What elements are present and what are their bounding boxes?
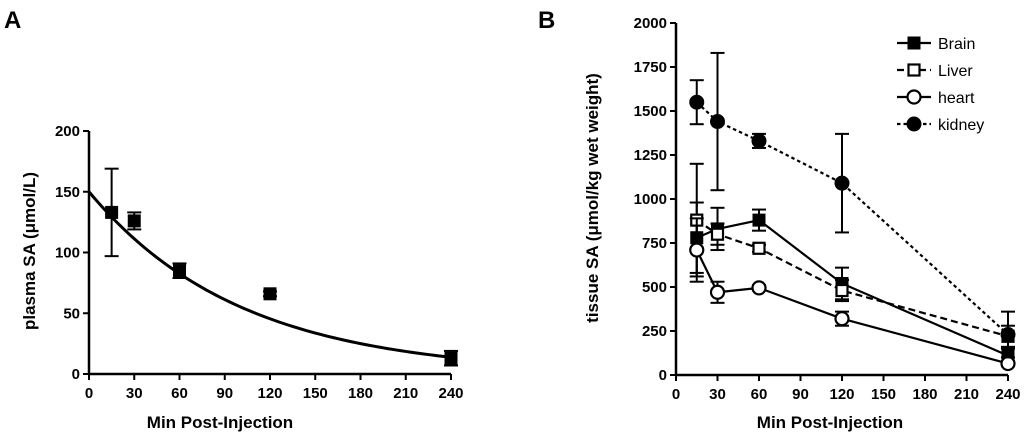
x-tick-label: 240 — [438, 385, 463, 402]
y-tick-label: 200 — [55, 123, 80, 140]
data-point-liver — [752, 241, 766, 255]
data-point-kidney — [710, 114, 725, 130]
x-tick-label: 210 — [954, 386, 979, 403]
data-point-kidney — [1000, 327, 1016, 343]
data-point-kidney — [689, 94, 705, 110]
data-point-plasma-sa — [127, 214, 141, 228]
x-tick-label: 150 — [871, 386, 896, 403]
data-point-kidney — [751, 133, 767, 149]
series-line-liver — [696, 219, 1009, 338]
x-tick-label: 240 — [995, 386, 1020, 403]
y-tick-label: 150 — [55, 184, 80, 201]
x-tick-label: 30 — [709, 386, 726, 403]
legend-label-brain: Brain — [938, 36, 975, 53]
y-tick-label: 2000 — [634, 15, 667, 32]
legend-label-heart: heart — [938, 90, 975, 107]
y-tick-label: 1250 — [634, 147, 667, 164]
panel-b-plot: 0 30 60 90 120 150 180 210 240 0 250 500 750 1000 1250… — [634, 15, 1021, 403]
data-point-plasma-sa — [105, 205, 119, 219]
panel-b-x-title: Min Post-Injection — [757, 413, 903, 432]
data-point-liver — [710, 227, 725, 241]
legend-marker-kidney — [906, 116, 922, 132]
x-tick-label: 210 — [393, 385, 418, 402]
data-point-brain — [752, 213, 766, 227]
series-line-heart — [695, 249, 1009, 365]
data-point-heart — [834, 311, 850, 327]
y-tick-label: 1750 — [634, 59, 667, 76]
y-tick-label: 500 — [642, 279, 667, 296]
data-point-heart — [751, 280, 767, 296]
y-tick-label: 100 — [55, 245, 80, 262]
legend-marker-brain — [907, 36, 921, 50]
data-point-plasma-sa — [173, 264, 186, 278]
panel-a-y-title: plasma SA (μmol/L) — [20, 172, 39, 330]
data-point-plasma-sa — [263, 287, 277, 301]
x-tick-label: 0 — [85, 385, 93, 402]
x-tick-label: 180 — [348, 385, 373, 402]
x-tick-label: 150 — [303, 385, 328, 402]
x-tick-label: 0 — [672, 386, 680, 403]
x-tick-label: 60 — [171, 385, 188, 402]
y-tick-label: 750 — [642, 235, 667, 252]
legend-label-liver: Liver — [938, 63, 973, 80]
x-tick-label: 180 — [912, 386, 937, 403]
series-line-brain — [696, 218, 1009, 357]
y-tick-label: 1000 — [634, 191, 667, 208]
series-line-kidney — [695, 101, 1009, 336]
x-tick-label: 30 — [126, 385, 143, 402]
legend-label-kidney: kidney — [938, 117, 984, 134]
x-tick-label: 60 — [751, 386, 768, 403]
data-point-plasma-sa — [444, 351, 458, 365]
data-point-heart — [709, 284, 726, 300]
legend-marker-heart — [906, 89, 922, 105]
panel-label-b: B — [538, 7, 555, 34]
fit-curve — [87, 190, 452, 359]
data-point-heart — [689, 242, 705, 258]
data-point-heart — [1000, 355, 1016, 372]
x-tick-label: 120 — [829, 386, 854, 403]
y-tick-label: 250 — [642, 323, 667, 340]
x-tick-label: 90 — [792, 386, 809, 403]
panel-a-plot: 0 30 60 90 120 150 180 210 240 0 50 100 150 200 — [55, 123, 464, 402]
y-tick-label: 0 — [659, 367, 667, 384]
y-tick-label: 0 — [72, 366, 80, 383]
data-point-liver — [835, 283, 849, 298]
panel-label-a: A — [4, 7, 21, 34]
panel-b-y-title: tissue SA (μmol/kg wet weight) — [583, 73, 602, 323]
x-tick-label: 90 — [216, 385, 233, 402]
x-tick-label: 120 — [257, 385, 282, 402]
data-point-kidney — [834, 175, 850, 191]
panel-b-legend: Brain Liver heart kidney — [897, 36, 984, 134]
legend-marker-liver — [907, 63, 921, 77]
panel-a-x-title: Min Post-Injection — [147, 413, 293, 432]
y-tick-label: 50 — [63, 305, 80, 322]
y-tick-label: 1500 — [634, 103, 667, 120]
